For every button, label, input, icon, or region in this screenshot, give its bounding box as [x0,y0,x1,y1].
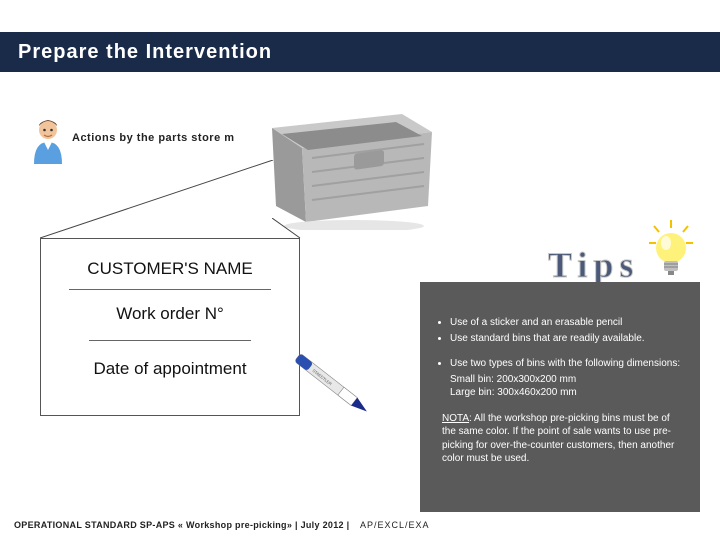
tips-panel: Use of a sticker and an erasable pencil … [420,282,700,512]
footer-left: OPERATIONAL STANDARD SP-APS « Workshop p… [14,520,349,530]
storage-bin-icon [268,110,436,230]
tips-item: Use of a sticker and an erasable pencil [450,316,684,330]
tips-note: NOTA: All the workshop pre-picking bins … [442,412,684,466]
action-text: Actions by the parts store m [72,132,272,144]
tips-dim-large: Large bin: 300x460x200 mm [450,386,684,400]
tips-note-text: : All the workshop pre-picking bins must… [442,413,674,465]
leader-line-top [40,160,280,240]
footer-center: AP/EXCL/EXA [360,520,430,530]
label-divider [69,289,271,290]
label-divider [89,340,251,341]
page-title: Prepare the Intervention [14,32,344,72]
pencil-icon: STAEDTLER [278,330,388,440]
label-work-order: Work order N° [59,304,281,324]
label-sticker: CUSTOMER'S NAME Work order N° Date of ap… [40,238,300,416]
avatar-icon [30,118,66,164]
tips-item: Use standard bins that are readily avail… [450,332,684,346]
label-date: Date of appointment [59,359,281,379]
tips-heading: Tips [548,244,639,286]
tips-item: Use two types of bins with the following… [450,357,684,371]
tips-note-label: NOTA [442,413,469,424]
label-customer-name: CUSTOMER'S NAME [59,259,281,279]
tips-dim-small: Small bin: 200x300x200 mm [450,373,684,387]
lightbulb-icon [646,218,696,288]
